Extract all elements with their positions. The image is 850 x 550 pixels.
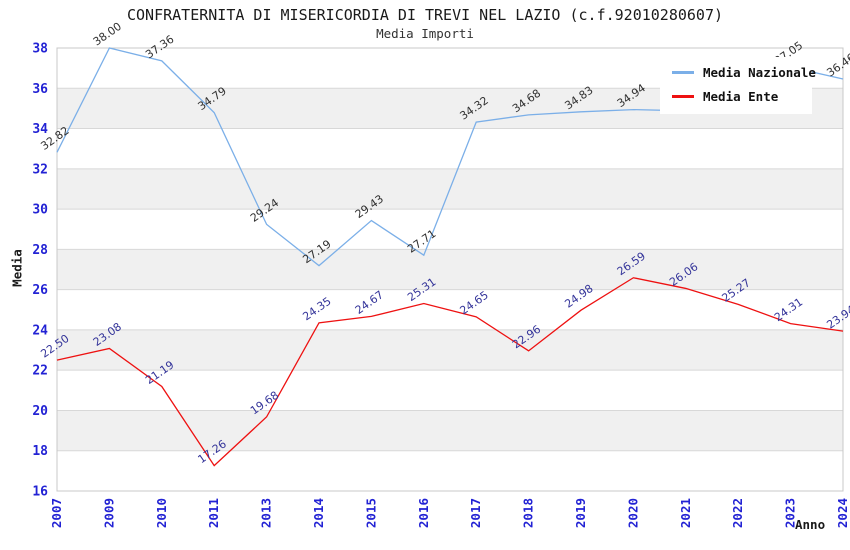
x-tick-label: 2014 (311, 498, 326, 528)
legend-item-media-ente: Media Ente (672, 89, 802, 104)
x-axis-title: Anno (795, 517, 826, 532)
data-label: 24.65 (458, 289, 491, 318)
plot-band (57, 410, 843, 451)
y-tick-label: 34 (32, 122, 48, 137)
legend-label: Media Nazionale (703, 65, 816, 80)
y-tick-label: 26 (32, 283, 48, 298)
y-tick-label: 38 (32, 42, 48, 57)
data-label: 24.67 (353, 288, 386, 317)
data-label: 24.31 (772, 295, 805, 324)
series-line-media-ente (56, 277, 844, 467)
y-tick-label: 28 (32, 243, 48, 258)
legend-label: Media Ente (703, 89, 779, 104)
x-tick-label: 2021 (678, 498, 693, 528)
x-tick-label: 2024 (835, 498, 850, 528)
x-tick-label: 2009 (101, 498, 116, 528)
x-tick-label: 2023 (783, 498, 798, 528)
chart-title: CONFRATERNITA DI MISERICORDIA DI TREVI N… (126, 6, 724, 24)
data-label: 36.46 (824, 51, 850, 80)
y-tick-label: 16 (32, 485, 48, 500)
x-tick-label: 2011 (206, 498, 221, 528)
x-tick-label: 2015 (363, 498, 378, 528)
x-tick-label: 2007 (49, 498, 64, 528)
x-tick-label: 2020 (625, 498, 640, 528)
x-tick-label: 2018 (521, 498, 536, 528)
legend-swatch-blue-line-icon (672, 71, 694, 74)
legend: Media Nazionale Media Ente (660, 57, 816, 114)
plot-band (57, 249, 843, 290)
plot-band (57, 329, 843, 371)
y-tick-label: 32 (32, 162, 48, 177)
y-tick-label: 22 (32, 364, 48, 379)
legend-swatch-red-line-icon (672, 95, 694, 98)
plot-border (56, 47, 844, 492)
x-tick-label: 2022 (730, 498, 745, 528)
x-tick-label: 2010 (154, 498, 169, 528)
x-tick-label: 2019 (573, 498, 588, 528)
legend-item-media-nazionale: Media Nazionale (672, 65, 816, 80)
x-tick-label: 2013 (259, 498, 274, 528)
data-label: 23.94 (824, 303, 850, 332)
data-label: 24.35 (300, 295, 333, 324)
y-tick-label: 20 (32, 404, 48, 419)
x-tick-label: 2017 (468, 498, 483, 528)
y-tick-label: 30 (32, 203, 48, 218)
y-tick-label: 24 (32, 323, 48, 338)
y-axis-title: Media (9, 249, 25, 287)
y-tick-label: 18 (32, 444, 48, 459)
y-tick-label: 36 (32, 82, 48, 97)
chart-subtitle: Media Importi (376, 26, 474, 41)
x-tick-label: 2016 (416, 498, 431, 528)
